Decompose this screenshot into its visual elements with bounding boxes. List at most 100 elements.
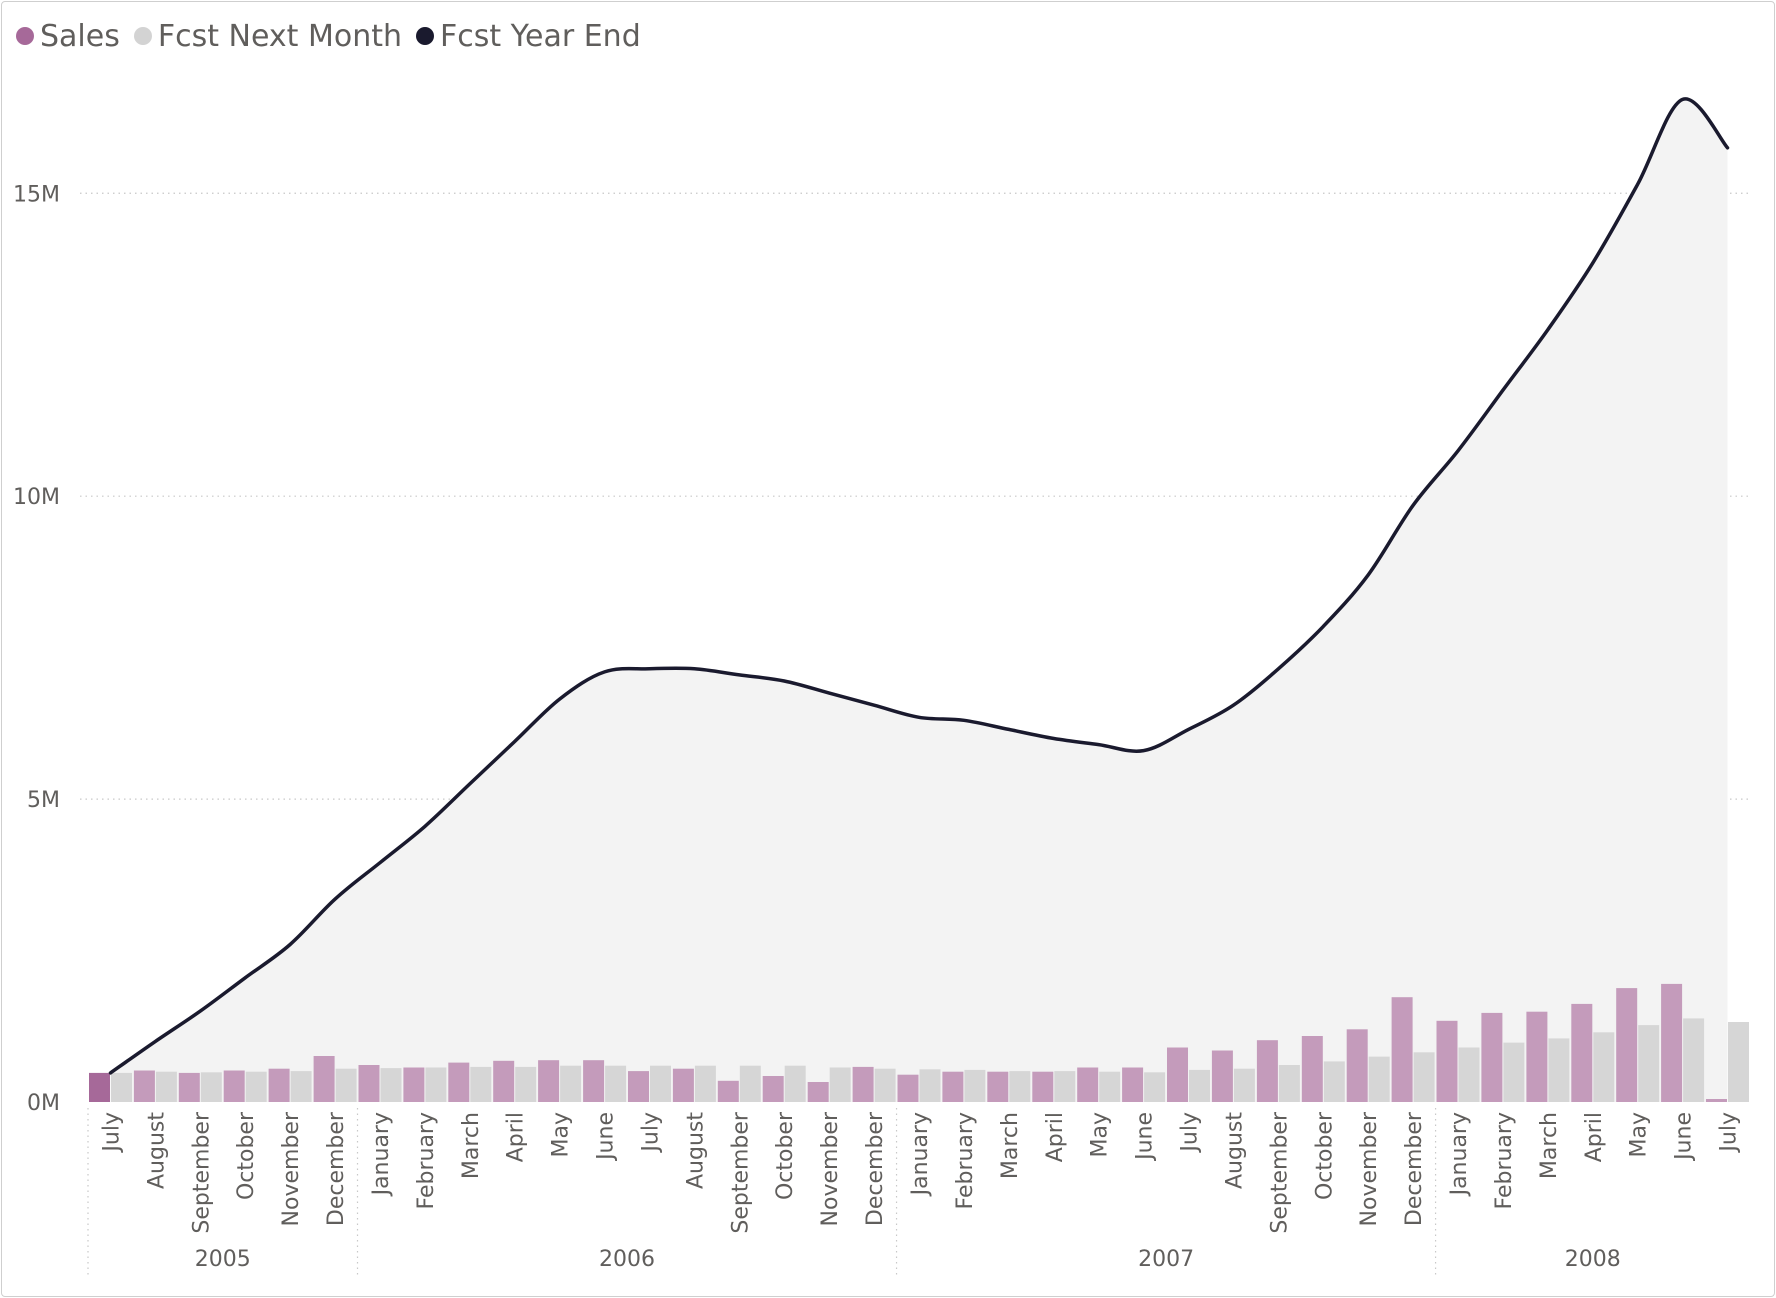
sales-bar-9	[493, 1060, 515, 1102]
x-tick-label-25: August	[1222, 1112, 1247, 1189]
x-tick-label-32: March	[1537, 1112, 1562, 1179]
year-label-2005: 2005	[195, 1247, 251, 1272]
x-tick-label-26: September	[1267, 1111, 1292, 1234]
x-tick-label-4: November	[279, 1111, 304, 1226]
x-tick-label-29: December	[1402, 1111, 1427, 1226]
fcst-next-month-bar-10	[560, 1065, 582, 1102]
sales-bar-27	[1301, 1036, 1323, 1102]
year-label-2006: 2006	[599, 1247, 655, 1272]
fcst-next-month-bar-6	[380, 1068, 402, 1102]
legend-item-fcst-next-month[interactable]: Fcst Next Month	[133, 18, 402, 54]
fcst-next-month-bar-25	[1233, 1068, 1255, 1102]
fcst-year-end-line-group	[108, 97, 1730, 1075]
sales-bar-28	[1346, 1029, 1368, 1102]
x-tick-label-11: June	[594, 1112, 619, 1162]
x-tick-label-2: September	[189, 1111, 214, 1234]
sales-bar-29	[1391, 997, 1413, 1102]
fcst-next-month-bar-7	[425, 1067, 447, 1102]
fcst-next-month-bar-33	[1593, 1032, 1615, 1102]
x-tick-label-22: May	[1088, 1112, 1113, 1157]
fcst-next-month-bar-35	[1683, 1018, 1705, 1102]
legend-label-sales: Sales	[40, 18, 120, 54]
x-tick-label-12: July	[638, 1112, 663, 1154]
sales-bar-11	[583, 1060, 605, 1102]
sales-bar-32	[1526, 1011, 1548, 1102]
x-tick-label-14: September	[728, 1111, 753, 1234]
x-tick-label-31: February	[1492, 1112, 1517, 1210]
sales-bar-16	[807, 1082, 829, 1102]
fcst-next-month-bar-34	[1638, 1025, 1660, 1102]
sales-bar-4	[268, 1068, 290, 1102]
fcst-next-month-bar-22	[1099, 1071, 1121, 1102]
fcst-next-month-bar-4	[290, 1071, 312, 1102]
x-tick-label-5: December	[324, 1111, 349, 1226]
fcst-next-month-bar-15	[784, 1065, 806, 1102]
sales-bar-5	[313, 1056, 335, 1102]
x-tick-label-17: December	[863, 1111, 888, 1226]
sales-bar-2	[178, 1072, 200, 1102]
sales-bar-35	[1661, 983, 1683, 1102]
y-tick-label-3: 15M	[13, 182, 60, 207]
fcst-next-month-bar-32	[1548, 1038, 1570, 1102]
fcst-next-month-bar-26	[1278, 1065, 1300, 1102]
y-tick-label-0: 0M	[27, 1091, 60, 1116]
sales-bar-30	[1436, 1020, 1458, 1102]
fcst-next-month-bar-12	[650, 1065, 671, 1102]
year-label-2007: 2007	[1138, 1247, 1194, 1272]
bars	[89, 983, 1749, 1102]
x-tick-label-16: November	[818, 1111, 843, 1226]
x-tick-label-33: April	[1582, 1112, 1607, 1162]
sales-bar-10	[538, 1060, 560, 1102]
x-tick-label-7: February	[414, 1112, 439, 1210]
sales-bar-25	[1211, 1050, 1233, 1102]
x-tick-label-3: October	[234, 1111, 259, 1200]
x-tick-label-15: October	[773, 1111, 798, 1200]
legend-item-fcst-year-end[interactable]: Fcst Year End	[416, 19, 641, 54]
sales-bar-12	[628, 1071, 649, 1102]
fcst-next-month-bar-19	[964, 1069, 986, 1102]
fcst-next-month-bar-9	[515, 1066, 537, 1102]
legend-marker-sales-icon	[16, 27, 34, 45]
legend-marker-fcst-next-month-icon	[133, 27, 152, 45]
sales-bar-24	[1167, 1047, 1188, 1102]
legend-marker-fcst-year-end-icon	[416, 27, 434, 45]
x-tick-label-23: June	[1133, 1112, 1158, 1162]
legend-label-fcst-year-end: Fcst Year End	[440, 18, 641, 54]
fcst-year-end-line	[108, 97, 1730, 1075]
x-tick-label-30: January	[1447, 1112, 1472, 1197]
fcst-next-month-bar-8	[470, 1066, 492, 1102]
fcst-next-month-bar-17	[874, 1068, 896, 1102]
sales-bar-22	[1077, 1067, 1099, 1102]
legend-item-sales[interactable]: Sales	[16, 19, 120, 54]
fcst-next-month-bar-23	[1144, 1072, 1166, 1102]
year-label-2008: 2008	[1565, 1247, 1621, 1272]
fcst-next-month-bar-24	[1189, 1069, 1210, 1102]
x-tick-label-8: March	[459, 1112, 484, 1179]
fcst-next-month-bar-36	[1728, 1022, 1749, 1102]
fcst-next-month-bar-2	[200, 1072, 222, 1102]
sales-bar-6	[358, 1065, 380, 1102]
sales-bar-36	[1706, 1099, 1727, 1102]
sales-bar-20	[987, 1071, 1009, 1102]
fcst-next-month-bar-28	[1368, 1056, 1390, 1102]
sales-bar-21	[1032, 1071, 1054, 1102]
sales-bar-18	[897, 1074, 919, 1102]
fcst-next-month-bar-20	[1009, 1071, 1031, 1102]
fcst-next-month-bar-27	[1323, 1061, 1345, 1102]
fcst-next-month-bar-14	[739, 1065, 761, 1102]
fcst-next-month-bar-30	[1458, 1047, 1480, 1102]
y-axis: 0M 5M 10M 15M	[13, 182, 60, 1116]
sales-bar-26	[1256, 1040, 1278, 1102]
fcst-next-month-bar-18	[919, 1069, 941, 1102]
sales-bar-7	[403, 1067, 425, 1102]
x-tick-label-34: May	[1627, 1112, 1652, 1157]
x-tick-label-10: May	[549, 1112, 574, 1157]
legend-label-fcst-next-month: Fcst Next Month	[157, 18, 402, 54]
x-tick-label-21: April	[1043, 1112, 1068, 1162]
fcst-year-end-area	[110, 98, 1728, 1102]
x-tick-label-0: July	[99, 1112, 124, 1154]
sales-bar-13	[672, 1068, 694, 1102]
sales-bar-31	[1481, 1012, 1503, 1102]
fcst-next-month-bar-11	[605, 1065, 627, 1102]
